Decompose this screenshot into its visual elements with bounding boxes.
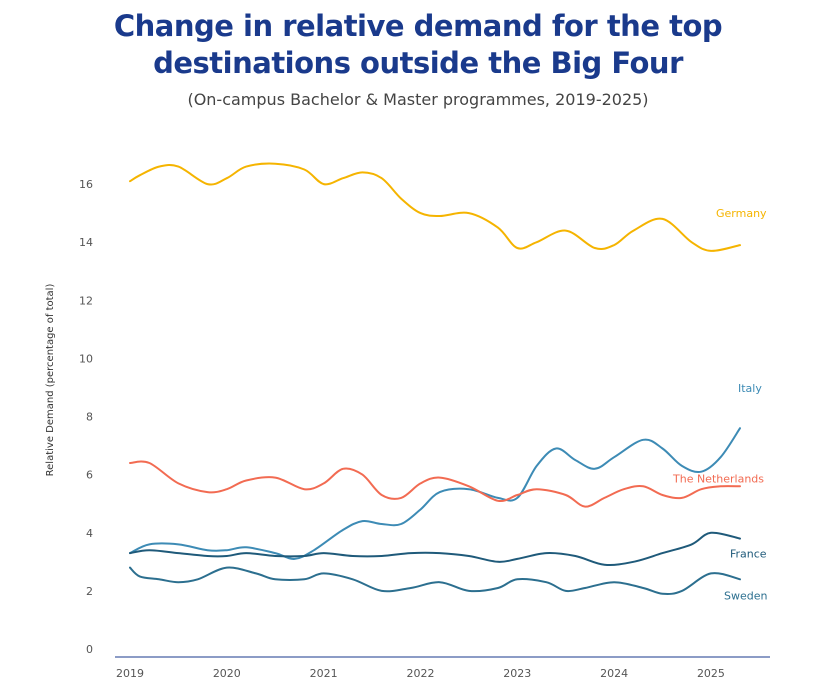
series-label-sweden: Sweden — [724, 589, 767, 602]
y-tick-label: 14 — [79, 236, 93, 249]
y-tick-label: 12 — [79, 294, 93, 307]
x-tick-label: 2024 — [600, 667, 628, 680]
y-tick-label: 10 — [79, 352, 93, 365]
y-tick-label: 2 — [86, 585, 93, 598]
series-label-layer: Germany Italy The Netherlands France Sweden — [672, 207, 767, 602]
y-tick-label: 16 — [79, 178, 93, 191]
x-tick-label: 2020 — [213, 667, 241, 680]
x-tick-label: 2019 — [116, 667, 144, 680]
y-tick-label: 6 — [86, 469, 93, 482]
y-axis-label: Relative Demand (percentage of total) — [45, 284, 56, 477]
series-line-france — [129, 531, 741, 566]
series-line-italy — [129, 427, 741, 560]
series-label-the-netherlands: The Netherlands — [672, 472, 764, 485]
x-tick-label: 2021 — [310, 667, 338, 680]
x-tick-label: 2023 — [503, 667, 531, 680]
chart-title: Change in relative demand for the top de… — [0, 8, 836, 82]
y-tick-label: 8 — [86, 411, 93, 424]
x-tick-label: 2025 — [697, 667, 725, 680]
series-label-italy: Italy — [738, 382, 762, 395]
chart-subtitle: (On-campus Bachelor & Master programmes,… — [187, 90, 649, 109]
chart-title-line-2: destinations outside the Big Four — [153, 46, 683, 80]
axis-layer: Relative Demand (percentage of total) — [45, 284, 770, 658]
series-label-germany: Germany — [716, 207, 767, 220]
series-line-sweden — [129, 566, 741, 596]
series-layer — [129, 162, 741, 596]
series-line-the-netherlands — [129, 460, 741, 508]
series-line-germany — [129, 162, 741, 252]
chart-title-line-1: Change in relative demand for the top — [113, 9, 723, 43]
y-tick-label: 0 — [86, 643, 93, 656]
x-tick-label: 2022 — [406, 667, 434, 680]
tick-layer: 0 2 4 6 8 10 12 14 16 2019 2020 2021 2022 2023 2024 202… — [79, 178, 725, 680]
y-tick-label: 4 — [86, 527, 93, 540]
series-label-france: France — [730, 548, 767, 561]
